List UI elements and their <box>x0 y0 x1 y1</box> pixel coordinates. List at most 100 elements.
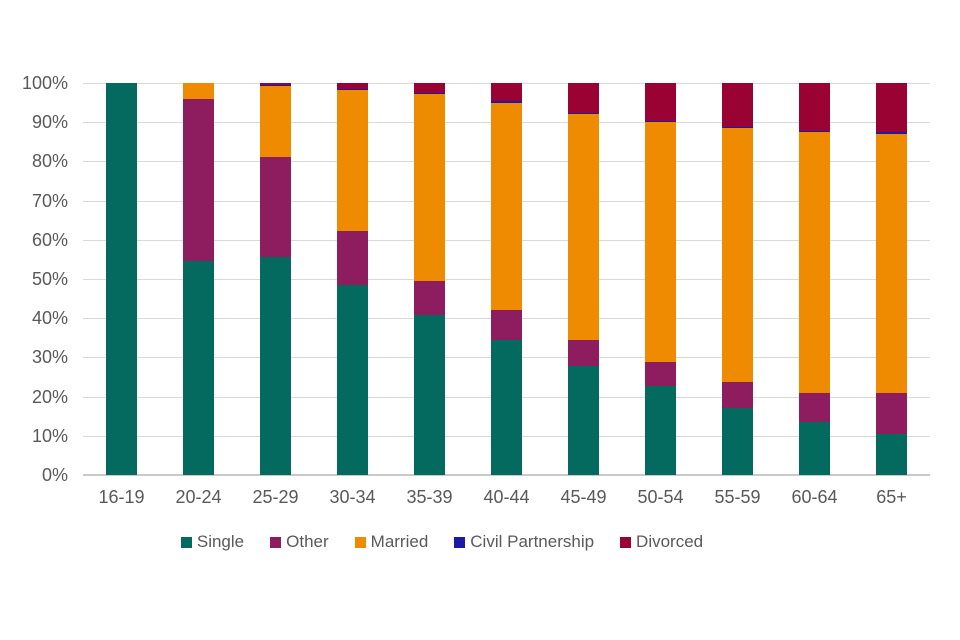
x-tick-label: 50-54 <box>637 487 684 507</box>
bar-segment-divorced <box>799 83 830 132</box>
y-tick-label: 30% <box>31 347 68 368</box>
y-tick-label: 10% <box>31 425 68 446</box>
bar-segment-divorced <box>414 83 445 93</box>
bar-segment-civil-partnership <box>876 132 907 134</box>
legend: Single Other Married Civil Partnership Divor… <box>0 532 884 552</box>
bar-segment-divorced <box>491 83 522 102</box>
x-axis-line <box>83 474 930 476</box>
x-tick-label: 40-44 <box>483 487 530 507</box>
bar-segment-married <box>645 121 676 363</box>
bar-segment-other <box>799 392 830 423</box>
bar-segment-civil-partnership <box>491 101 522 103</box>
bar-segment-single <box>491 339 522 475</box>
bar-50-54 <box>645 83 676 475</box>
y-tick-label: 60% <box>31 229 68 250</box>
legend-swatch-icon <box>354 536 366 548</box>
bar-segment-single <box>645 385 676 475</box>
x-tick-label: 20-24 <box>175 487 222 507</box>
y-tick-label: 100% <box>21 73 68 93</box>
bar-segment-civil-partnership <box>260 84 291 87</box>
x-tick-label: 35-39 <box>406 487 453 507</box>
bar-segment-other <box>260 157 291 257</box>
bar-60-64 <box>799 83 830 475</box>
bar-40-44 <box>491 83 522 475</box>
x-tick-label: 30-34 <box>329 487 376 507</box>
bar-segment-married <box>722 128 753 382</box>
bar-segment-civil-partnership <box>799 131 830 133</box>
bar-segment-other <box>337 230 368 285</box>
bar-segment-single <box>414 315 445 475</box>
legend-label: Married <box>370 532 429 551</box>
bar-segment-divorced <box>645 83 676 121</box>
legend-item-married: Married <box>354 532 429 552</box>
legend-label: Single <box>196 532 245 551</box>
legend-item-single: Single <box>180 532 245 552</box>
bar-16-19 <box>106 83 137 475</box>
bar-segment-single <box>106 83 137 475</box>
plot-area <box>83 83 930 476</box>
bar-segment-civil-partnership <box>337 88 368 91</box>
y-tick-label: 80% <box>31 151 68 172</box>
bar-segment-married <box>337 90 368 231</box>
bar-segment-married <box>876 133 907 394</box>
legend-swatch-icon <box>454 536 466 548</box>
bar-segment-single <box>876 433 907 475</box>
bar-segment-single <box>799 422 830 475</box>
bar-45-49 <box>568 83 599 475</box>
bar-55-59 <box>722 83 753 475</box>
legend-swatch-icon <box>270 536 282 548</box>
legend-swatch-icon <box>180 536 192 548</box>
bar-segment-other <box>491 310 522 340</box>
legend-item-other: Other <box>270 532 329 552</box>
bar-segment-other <box>645 362 676 386</box>
x-tick-label: 25-29 <box>252 487 299 507</box>
y-tick-label: 50% <box>31 269 68 289</box>
legend-item-civil-partnership: Civil Partnership <box>454 532 594 552</box>
bar-segment-married <box>491 102 522 311</box>
bar-segment-single <box>337 284 368 475</box>
bar-20-24 <box>183 83 214 475</box>
x-tick-label: 55-59 <box>714 487 761 507</box>
bar-segment-single <box>568 366 599 475</box>
bar-30-34 <box>337 83 368 475</box>
bar-segment-single <box>183 260 214 475</box>
x-tick-label: 60-64 <box>791 487 838 507</box>
bar-segment-other <box>722 381 753 408</box>
legend-label: Civil Partnership <box>470 532 595 551</box>
x-tick-label: 45-49 <box>560 487 607 507</box>
bar-segment-civil-partnership <box>722 126 753 129</box>
bar-segment-married <box>568 114 599 340</box>
bar-segment-married <box>414 94 445 281</box>
bar-segment-divorced <box>876 83 907 133</box>
bar-segment-civil-partnership <box>568 113 599 115</box>
y-tick-label: 40% <box>31 308 68 329</box>
bar-segment-other <box>183 99 214 261</box>
y-tick-label: 90% <box>31 112 68 133</box>
x-tick-label: 65+ <box>876 487 907 507</box>
x-tick-label: 16-19 <box>98 487 145 507</box>
legend-label: Other <box>286 532 329 551</box>
bar-segment-married <box>183 83 214 100</box>
legend-label: Divorced <box>636 532 704 551</box>
bar-segment-other <box>414 280 445 316</box>
y-tick-label: 20% <box>31 386 68 407</box>
legend-item-divorced: Divorced <box>620 532 703 552</box>
y-tick-label: 0% <box>41 465 68 485</box>
bar-segment-married <box>260 86 291 158</box>
y-tick-label: 70% <box>31 190 68 211</box>
bar-segment-single <box>260 256 291 475</box>
bar-segment-divorced <box>568 83 599 114</box>
bar-65+ <box>876 83 907 475</box>
bar-segment-civil-partnership <box>645 120 676 122</box>
bar-segment-divorced <box>722 83 753 127</box>
bar-segment-other <box>876 393 907 434</box>
bar-segment-civil-partnership <box>414 92 445 95</box>
legend-swatch-icon <box>620 536 632 548</box>
bar-segment-single <box>722 407 753 475</box>
bar-25-29 <box>260 83 291 475</box>
bar-segment-married <box>799 132 830 393</box>
bar-35-39 <box>414 83 445 475</box>
bar-segment-divorced <box>337 83 368 89</box>
bar-segment-divorced <box>260 83 291 85</box>
